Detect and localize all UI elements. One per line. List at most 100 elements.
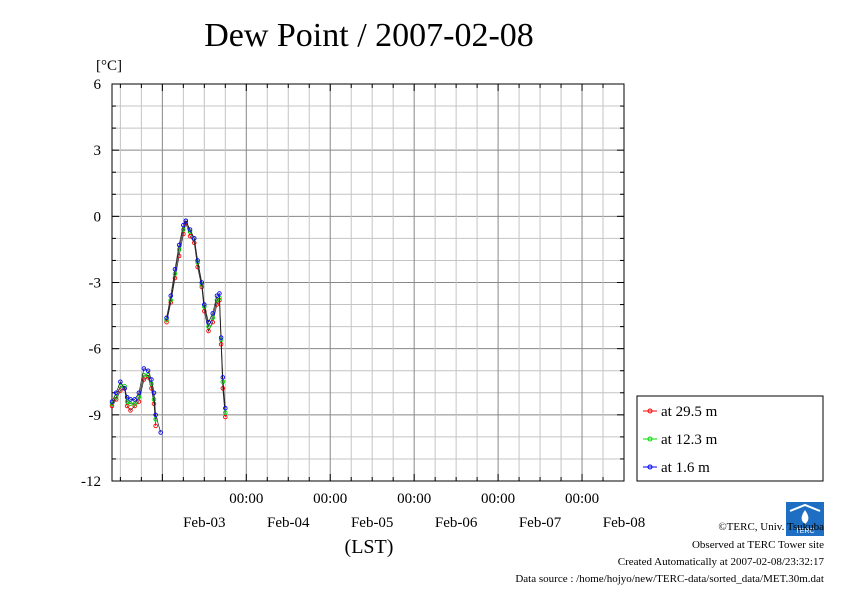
data-point bbox=[223, 410, 228, 415]
x-tick-time-label: 00:00 bbox=[397, 491, 431, 507]
data-point bbox=[149, 377, 154, 382]
legend-swatch-marker bbox=[647, 464, 653, 470]
data-point bbox=[187, 233, 193, 239]
series-layer bbox=[109, 218, 228, 435]
legend-label: at 29.5 m bbox=[661, 404, 718, 420]
data-point bbox=[141, 372, 147, 378]
data-point bbox=[172, 275, 178, 281]
data-point bbox=[220, 386, 226, 391]
terc-logo: TERC bbox=[786, 502, 824, 536]
series-line bbox=[111, 376, 156, 426]
data-point bbox=[153, 412, 158, 418]
data-point bbox=[141, 366, 147, 371]
legend-label: at 1.6 m bbox=[661, 460, 710, 476]
series-line bbox=[166, 219, 226, 409]
data-point bbox=[223, 405, 228, 411]
data-point bbox=[195, 258, 200, 263]
axis-ticks bbox=[112, 83, 625, 482]
data-point bbox=[118, 379, 123, 385]
x-tick-date-label: Feb-08 bbox=[603, 515, 646, 531]
x-tick-time-label: 00:00 bbox=[313, 491, 347, 507]
chart-title: Dew Point / 2007-02-08 bbox=[204, 17, 534, 54]
data-point bbox=[132, 401, 137, 407]
data-point bbox=[187, 227, 193, 232]
data-point bbox=[164, 319, 169, 325]
x-tick-date-label: Feb-04 bbox=[267, 515, 310, 531]
data-point bbox=[136, 390, 142, 396]
y-tick-label: -6 bbox=[89, 342, 102, 358]
data-point bbox=[217, 291, 222, 296]
data-point bbox=[149, 381, 154, 387]
data-point bbox=[164, 317, 169, 323]
data-point bbox=[181, 227, 186, 232]
credit-copyright: ©TERC, Univ. Tsukuba bbox=[718, 521, 824, 533]
data-point bbox=[124, 399, 130, 404]
data-point bbox=[128, 397, 133, 402]
x-tick-date-label: Feb-05 bbox=[351, 515, 394, 531]
series-2 bbox=[109, 218, 228, 435]
data-point bbox=[214, 293, 220, 298]
data-point bbox=[176, 247, 182, 252]
data-point bbox=[168, 293, 174, 298]
data-point bbox=[124, 394, 130, 400]
data-point bbox=[128, 408, 133, 413]
legend-swatch-marker bbox=[647, 408, 653, 414]
data-point bbox=[153, 416, 158, 422]
credit-observed: Observed at TERC Tower site bbox=[691, 539, 824, 551]
data-point bbox=[223, 414, 228, 420]
data-point bbox=[151, 390, 157, 396]
data-point bbox=[164, 315, 169, 321]
data-point bbox=[206, 319, 211, 325]
y-axis-label: [°C] bbox=[96, 58, 122, 74]
data-point bbox=[183, 218, 189, 223]
data-point bbox=[113, 390, 119, 396]
data-point bbox=[206, 328, 211, 334]
data-point bbox=[206, 324, 211, 329]
data-point bbox=[158, 430, 163, 435]
y-tick-labels: 6 3 0 -3 -6 -9 -12 bbox=[81, 77, 102, 490]
data-point bbox=[136, 394, 142, 400]
data-point bbox=[124, 403, 130, 409]
legend-swatch-marker bbox=[647, 436, 653, 442]
data-point bbox=[214, 297, 220, 303]
data-point bbox=[132, 397, 137, 402]
data-point bbox=[122, 386, 127, 391]
y-tick-label: -3 bbox=[89, 276, 102, 292]
legend-label: at 12.3 m bbox=[661, 432, 718, 448]
series-line bbox=[111, 374, 156, 420]
x-tick-time-label: 00:00 bbox=[481, 491, 515, 507]
data-point bbox=[128, 401, 133, 407]
x-tick-time-label: 00:00 bbox=[229, 491, 263, 507]
data-point bbox=[168, 297, 174, 303]
x-tick-date-label: Feb-07 bbox=[519, 515, 562, 531]
legend-box bbox=[636, 395, 824, 482]
data-point bbox=[218, 335, 224, 340]
data-point bbox=[172, 271, 178, 276]
logo-text: TERC bbox=[795, 528, 814, 535]
data-point bbox=[220, 375, 226, 380]
data-point bbox=[109, 401, 115, 407]
data-point bbox=[172, 267, 178, 272]
x-tick-date-label: Feb-06 bbox=[435, 515, 478, 531]
y-tick-label: 3 bbox=[94, 143, 102, 159]
data-point bbox=[202, 302, 207, 307]
data-point bbox=[176, 242, 182, 248]
x-tick-time-label: 00:00 bbox=[565, 491, 599, 507]
y-tick-label: -9 bbox=[89, 408, 102, 424]
data-point bbox=[145, 368, 151, 373]
data-point bbox=[153, 423, 158, 429]
data-point bbox=[141, 377, 147, 382]
grid bbox=[112, 84, 624, 481]
y-tick-label: -12 bbox=[81, 474, 101, 490]
data-point bbox=[136, 399, 142, 404]
data-point bbox=[109, 403, 115, 409]
y-tick-label: 0 bbox=[94, 209, 102, 225]
data-point bbox=[132, 403, 137, 409]
credit-created: Created Automatically at 2007-02-08/23:3… bbox=[617, 556, 824, 568]
data-point bbox=[199, 280, 205, 285]
data-point bbox=[181, 222, 186, 228]
data-point bbox=[192, 236, 197, 241]
data-point bbox=[151, 397, 157, 402]
